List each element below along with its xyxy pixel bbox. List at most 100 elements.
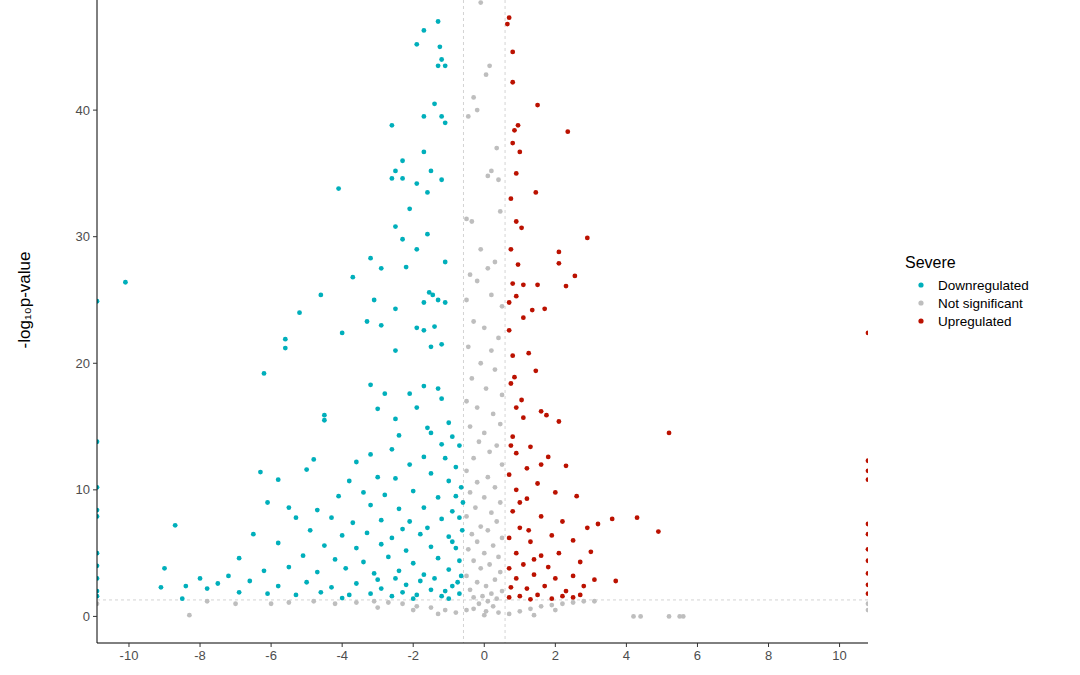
point — [482, 430, 487, 435]
point — [571, 595, 576, 600]
x-tick-label: -2 — [407, 648, 419, 663]
point — [491, 411, 496, 416]
point — [866, 582, 868, 587]
point — [457, 443, 462, 448]
point — [411, 608, 416, 613]
y-tick-label: 30 — [76, 229, 90, 244]
point — [368, 256, 373, 261]
point — [489, 591, 494, 596]
point — [517, 594, 522, 599]
point — [514, 576, 519, 581]
point — [667, 614, 672, 619]
point — [404, 582, 409, 587]
point — [464, 608, 469, 613]
point — [400, 590, 405, 595]
point — [549, 533, 554, 538]
point — [258, 470, 263, 475]
point — [418, 532, 423, 537]
point — [468, 424, 473, 429]
chart: -10-8-6-4-20246810010203040-log₁₀p-value… — [0, 0, 1080, 675]
point — [866, 458, 868, 463]
point — [446, 420, 451, 425]
point — [528, 597, 533, 602]
point — [407, 519, 412, 524]
point — [560, 594, 565, 599]
point — [564, 463, 569, 468]
point — [400, 158, 405, 163]
point — [487, 562, 492, 567]
point — [350, 520, 355, 525]
point — [578, 560, 583, 565]
point — [468, 272, 473, 277]
point — [262, 568, 267, 573]
point — [368, 591, 373, 596]
point — [514, 487, 519, 492]
point — [464, 514, 469, 519]
point — [432, 576, 437, 581]
x-tick-label: 6 — [694, 648, 701, 663]
point — [404, 265, 409, 270]
point — [475, 279, 480, 284]
point — [509, 381, 514, 386]
y-tick — [93, 110, 97, 111]
plot-area — [97, 0, 868, 643]
point — [510, 509, 515, 514]
series-points — [97, 19, 465, 601]
legend: SevereDownregulatedNot significantUpregu… — [905, 254, 1029, 329]
point — [347, 593, 352, 598]
point — [318, 293, 323, 298]
point — [516, 262, 521, 267]
point — [393, 417, 398, 422]
point — [464, 298, 469, 303]
point — [464, 574, 469, 579]
y-axis-line — [97, 0, 98, 643]
y-tick-label: 10 — [76, 482, 90, 497]
point — [539, 409, 544, 414]
point — [482, 551, 487, 556]
series-points — [505, 15, 868, 601]
point — [509, 585, 514, 590]
threshold-line — [505, 0, 506, 643]
point — [866, 330, 868, 335]
point — [183, 584, 188, 589]
point — [517, 525, 522, 530]
point — [421, 455, 426, 460]
point — [489, 293, 494, 298]
point — [436, 386, 441, 391]
point — [496, 610, 501, 615]
point — [542, 306, 547, 311]
point — [532, 572, 537, 577]
point — [571, 600, 576, 605]
point — [336, 186, 341, 191]
point — [311, 599, 316, 604]
point — [414, 42, 419, 47]
point — [322, 418, 327, 423]
point — [509, 247, 514, 252]
point — [123, 280, 128, 285]
point — [505, 22, 510, 27]
point — [494, 146, 499, 151]
point — [484, 386, 489, 391]
x-tick-label: 0 — [481, 648, 488, 663]
point — [588, 549, 593, 554]
point — [308, 528, 313, 533]
point — [421, 384, 426, 389]
point — [533, 190, 538, 195]
point — [507, 328, 512, 333]
point — [414, 604, 419, 609]
point — [585, 525, 590, 530]
point — [436, 298, 441, 303]
point — [318, 590, 323, 595]
point — [439, 517, 444, 522]
point — [436, 495, 441, 500]
point — [237, 590, 242, 595]
point — [315, 508, 320, 513]
point — [485, 599, 490, 604]
y-tick-label: 20 — [76, 356, 90, 371]
point — [507, 595, 512, 600]
point — [418, 579, 423, 584]
point — [546, 455, 551, 460]
point — [361, 560, 366, 565]
point — [475, 480, 480, 485]
point — [510, 49, 515, 54]
